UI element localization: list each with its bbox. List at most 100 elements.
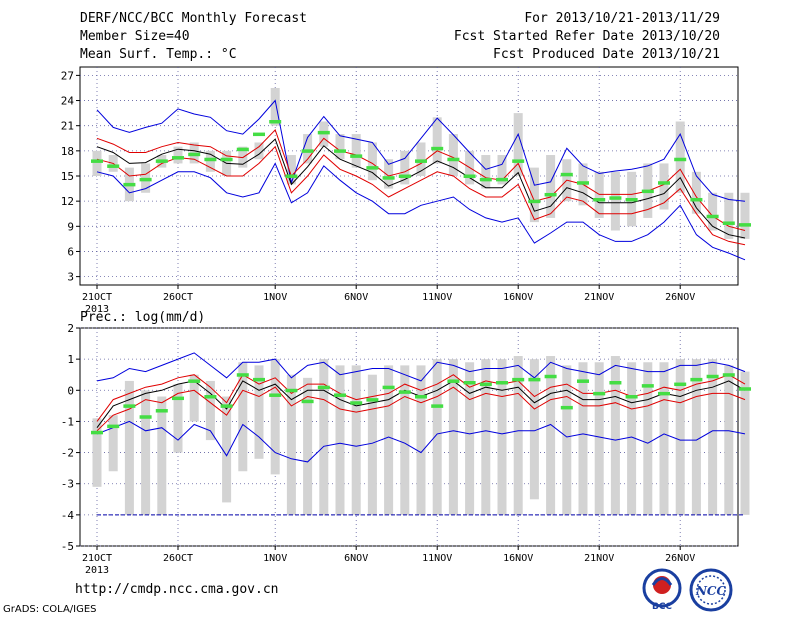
panel1-lower-envelope-line <box>96 162 746 261</box>
footer-url[interactable]: http://cmdp.ncc.cma.gov.cn <box>75 582 279 597</box>
panel2-member-range-box <box>157 396 167 515</box>
panel1-forecast-marker <box>172 156 184 160</box>
panel1-member-range-box <box>335 134 345 160</box>
panel2-member-range-box <box>481 359 491 515</box>
panel2-forecast-marker <box>269 393 282 397</box>
panel1-member-range-box <box>173 146 183 164</box>
panel1-forecast-marker <box>204 157 217 162</box>
panel1-ytick-label: 18 <box>61 145 74 158</box>
panel2-ytick-label: -1 <box>61 415 74 428</box>
panel2-xtick-label: 11NOV <box>422 553 452 564</box>
panel2-member-range-box <box>675 359 685 515</box>
panel1-forecast-marker <box>431 146 444 151</box>
panel1-member-range-box <box>432 117 442 164</box>
panel2-forecast-marker <box>139 415 152 419</box>
panel2-ytick-label: -5 <box>61 540 74 553</box>
panel2-forecast-marker <box>609 381 622 385</box>
panel1-forecast-marker <box>674 157 687 162</box>
panel1-member-range-box <box>448 134 458 176</box>
panel2-ytick-label: -2 <box>61 447 74 460</box>
temp-panel-label: Mean Surf. Temp.: °C <box>80 47 237 62</box>
panel1-xtick-label: 6NOV <box>344 292 368 303</box>
panel2-forecast-marker <box>447 379 460 383</box>
panel1-forecast-marker <box>301 149 314 153</box>
panel2-forecast-marker <box>172 396 184 401</box>
panel2-member-range-box <box>610 356 620 515</box>
panel1-ytick-label: 3 <box>67 271 74 284</box>
panel2-member-range-box <box>562 365 572 515</box>
panel2-member-range-box <box>432 359 442 515</box>
panel2-ytick-label: -4 <box>61 509 75 522</box>
panel2-forecast-marker <box>415 395 427 399</box>
panel2-member-range-box <box>286 374 296 515</box>
panel2-member-range-box <box>465 362 475 515</box>
panel2-member-range-box <box>108 415 118 472</box>
panel2-member-range-box <box>222 396 232 503</box>
panel2-forecast-marker <box>722 373 735 377</box>
panel1-forecast-marker <box>350 154 363 158</box>
panel1-member-range-box <box>513 113 523 176</box>
panel1-member-range-box <box>481 155 491 189</box>
panel2-forecast-marker <box>544 374 557 379</box>
panel2-forecast-marker <box>528 377 541 382</box>
panel2-forecast-marker <box>560 405 573 410</box>
panel1-forecast-marker <box>188 152 201 157</box>
panel1-member-range-box <box>675 121 685 193</box>
panel1-xtick-label: 11NOV <box>422 292 452 303</box>
panel1-xtick-label: 26NOV <box>665 292 695 303</box>
panel2-forecast-marker <box>739 387 751 391</box>
header-right: For 2013/10/21-2013/11/29 Fcst Started R… <box>454 10 720 64</box>
panel2-forecast-marker <box>431 404 444 408</box>
panel1-forecast-marker <box>447 157 460 162</box>
panel1-member-range-box <box>384 159 394 189</box>
panel1-upper-envelope-line <box>96 99 746 202</box>
panel1-forecast-marker <box>577 181 589 185</box>
panel2-member-range-box <box>92 418 102 487</box>
panel2-member-range-box <box>691 359 701 515</box>
panel2-member-range-box <box>351 365 361 515</box>
panel2-forecast-marker <box>577 379 589 383</box>
panel1-xtick-label: 21NOV <box>584 292 614 303</box>
panel2-ytick-label: -3 <box>61 478 74 491</box>
panel1-xtick-label: 16NOV <box>503 292 533 303</box>
panel1-xtick-label: 26OCT <box>163 292 193 303</box>
chart-title: DERF/NCC/BCC Monthly Forecast <box>80 11 307 26</box>
panel1-forecast-marker <box>269 120 282 124</box>
panel1-forecast-marker <box>236 147 249 152</box>
panel1-forecast-marker <box>366 166 379 170</box>
panel1-forecast-marker <box>722 221 735 225</box>
panel2-forecast-marker <box>155 409 168 413</box>
panel1-member-range-box <box>254 142 264 160</box>
panel2-member-range-box <box>335 365 345 515</box>
panel1-member-range-box <box>610 171 620 231</box>
panel2-member-range-box <box>708 359 718 515</box>
panel1-forecast-marker <box>91 159 103 163</box>
panel2-forecast-marker <box>512 377 525 382</box>
panel1-upper-spread-line <box>96 128 746 231</box>
panel1-forecast-marker <box>463 174 476 178</box>
bcc-logo-text: BCC <box>652 602 672 612</box>
panel1-member-range-box <box>286 155 296 185</box>
panel2-member-range-box <box>189 374 199 422</box>
panel1-forecast-marker <box>123 182 136 187</box>
panel2-member-range-box <box>740 371 750 515</box>
panel2-member-range-box <box>303 377 313 515</box>
panel2-xtick-label: 16NOV <box>503 553 533 564</box>
panel2-forecast-marker <box>625 395 638 399</box>
panel1-member-range-box <box>546 155 556 218</box>
panel1-forecast-marker <box>317 130 330 135</box>
panel1-forecast-marker <box>528 199 541 204</box>
panel1-member-range-box <box>740 192 750 239</box>
panel2-member-range-box <box>416 365 426 515</box>
panel2-xtick-sublabel: 2013 <box>85 565 109 576</box>
panel1-xtick-label: 1NOV <box>263 292 287 303</box>
panel2-member-range-box <box>254 365 264 459</box>
panel1-forecast-marker <box>285 174 298 178</box>
panel1-ytick-label: 9 <box>67 220 74 233</box>
panel2-member-range-box <box>578 362 588 515</box>
panel1-forecast-marker <box>609 196 622 200</box>
panel2-lower-envelope-line <box>96 420 746 463</box>
panel2-forecast-marker <box>706 374 719 379</box>
ncc-logo-text: NCC <box>695 584 727 598</box>
